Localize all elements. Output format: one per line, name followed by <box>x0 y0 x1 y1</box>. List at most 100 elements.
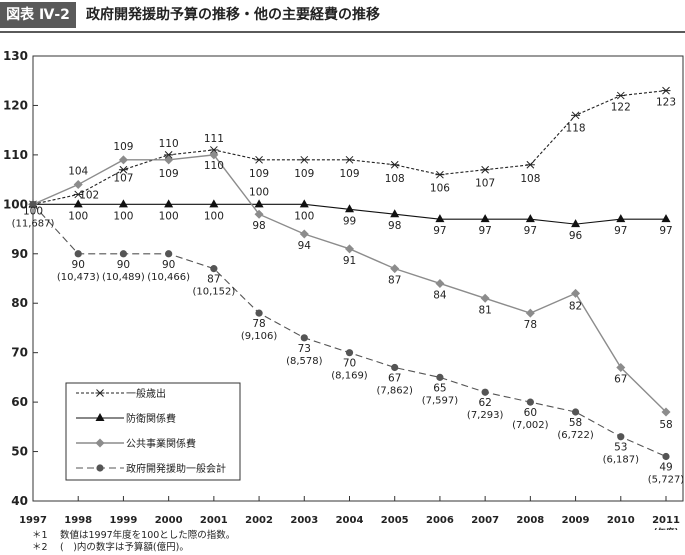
data-label: 97 <box>614 225 627 237</box>
budget-label: (10,152) <box>192 287 235 298</box>
diamond-marker <box>571 288 581 298</box>
triangle-marker <box>118 199 128 208</box>
data-label: 90 <box>162 259 175 271</box>
data-label: 102 <box>79 189 99 201</box>
data-label: 108 <box>385 173 405 185</box>
y-tick-label: 50 <box>11 445 28 459</box>
data-label: 58 <box>569 417 582 429</box>
y-tick-label: 130 <box>3 49 28 63</box>
triangle-marker <box>164 199 174 208</box>
data-label: 90 <box>72 259 85 271</box>
data-label: 109 <box>113 141 133 153</box>
data-label: 53 <box>614 442 627 454</box>
data-label: 109 <box>294 168 314 180</box>
legend-box <box>65 382 241 481</box>
data-label: 111 <box>204 133 224 145</box>
plot-frame <box>32 55 684 502</box>
circle-marker <box>96 464 104 472</box>
data-label: 100 <box>113 210 133 222</box>
x-unit-label: (年度) <box>654 527 679 530</box>
footnote-2: ＊2( )内の数字は予算額(億円)。 <box>32 542 189 553</box>
triangle-marker <box>661 214 671 223</box>
triangle-marker <box>73 199 83 208</box>
budget-label: (10,466) <box>147 272 190 283</box>
data-label: 106 <box>430 183 450 195</box>
budget-label: (10,489) <box>102 272 145 283</box>
data-label: 109 <box>249 168 269 180</box>
x-tick-label: 2007 <box>471 515 499 526</box>
budget-label: (7,862) <box>376 386 413 397</box>
diamond-marker <box>525 308 535 318</box>
data-label: 91 <box>343 255 356 267</box>
data-label: 78 <box>252 318 265 330</box>
circle-marker <box>617 433 625 441</box>
y-tick-label: 40 <box>11 494 28 508</box>
data-label: 110 <box>159 138 179 150</box>
data-label: 96 <box>569 230 583 242</box>
x-tick-label: 1999 <box>110 515 138 526</box>
triangle-marker <box>209 199 219 208</box>
x-tick-label: 2009 <box>562 515 590 526</box>
data-label: 49 <box>659 462 672 474</box>
x-tick-label: 1997 <box>19 515 47 526</box>
data-label: 97 <box>659 225 672 237</box>
circle-marker <box>662 452 670 461</box>
data-label: 122 <box>611 102 631 114</box>
circle-marker <box>345 349 354 357</box>
circle-marker <box>165 250 173 258</box>
budget-label: (7,597) <box>422 395 459 406</box>
data-label: 94 <box>298 240 312 252</box>
x-tick-label: 2005 <box>381 515 409 526</box>
x-tick-label: 2003 <box>290 515 318 526</box>
data-label: 60 <box>524 407 537 419</box>
triangle-marker <box>571 219 581 228</box>
x-tick-label: 2011 <box>652 515 680 526</box>
diamond-marker <box>95 438 105 448</box>
x-tick-label: 2010 <box>607 515 635 526</box>
figure-number-badge: 図表 Ⅳ-2 <box>0 2 76 28</box>
circle-marker <box>300 334 308 342</box>
data-label: 73 <box>298 343 311 355</box>
data-label: 100 <box>249 186 269 198</box>
y-tick-label: 70 <box>11 346 28 360</box>
data-label: 118 <box>566 122 586 134</box>
data-label: 87 <box>388 275 401 287</box>
data-label: 99 <box>343 215 356 227</box>
diamond-marker <box>390 264 400 274</box>
budget-label: (7,293) <box>467 410 504 421</box>
circle-marker <box>119 250 128 258</box>
diamond-marker <box>164 155 174 165</box>
data-label: 104 <box>68 166 88 178</box>
footnotes: ＊1 数値は1997年度を100とした際の指数。 ＊2( )内の数字は予算額(億円… <box>32 530 235 554</box>
data-label: 108 <box>520 173 540 185</box>
x-tick-label: 2001 <box>200 515 228 526</box>
data-label: 87 <box>207 274 220 286</box>
diamond-marker <box>118 155 128 165</box>
data-label: 100 <box>68 210 88 222</box>
data-label: 100 <box>204 210 224 222</box>
triangle-marker <box>95 413 105 421</box>
data-label: 100 <box>159 210 179 222</box>
data-label: 100 <box>294 210 314 222</box>
footnote-1: ＊1 数値は1997年度を100とした際の指数。 <box>32 530 236 541</box>
x-tick-label: 2000 <box>155 515 183 526</box>
triangle-marker <box>616 214 626 223</box>
data-label: 100 <box>23 205 43 217</box>
data-label: 67 <box>614 374 627 386</box>
data-label: 70 <box>343 358 356 370</box>
data-label: 78 <box>524 319 537 331</box>
circle-marker <box>436 373 444 381</box>
legend-label: 公共事業関係費 <box>126 437 196 450</box>
circle-marker <box>74 250 82 258</box>
circle-marker <box>526 398 534 406</box>
legend-label: 防衛関係費 <box>126 412 176 425</box>
y-tick-label: 100 <box>3 197 28 211</box>
budget-label: (10,473) <box>57 272 100 283</box>
triangle-marker <box>299 199 309 208</box>
budget-label: (8,169) <box>331 371 368 382</box>
diamond-marker <box>209 150 219 160</box>
x-tick-label: 2006 <box>426 515 454 526</box>
data-label: 98 <box>388 220 401 232</box>
data-label: 82 <box>569 300 582 312</box>
triangle-marker <box>525 214 535 223</box>
